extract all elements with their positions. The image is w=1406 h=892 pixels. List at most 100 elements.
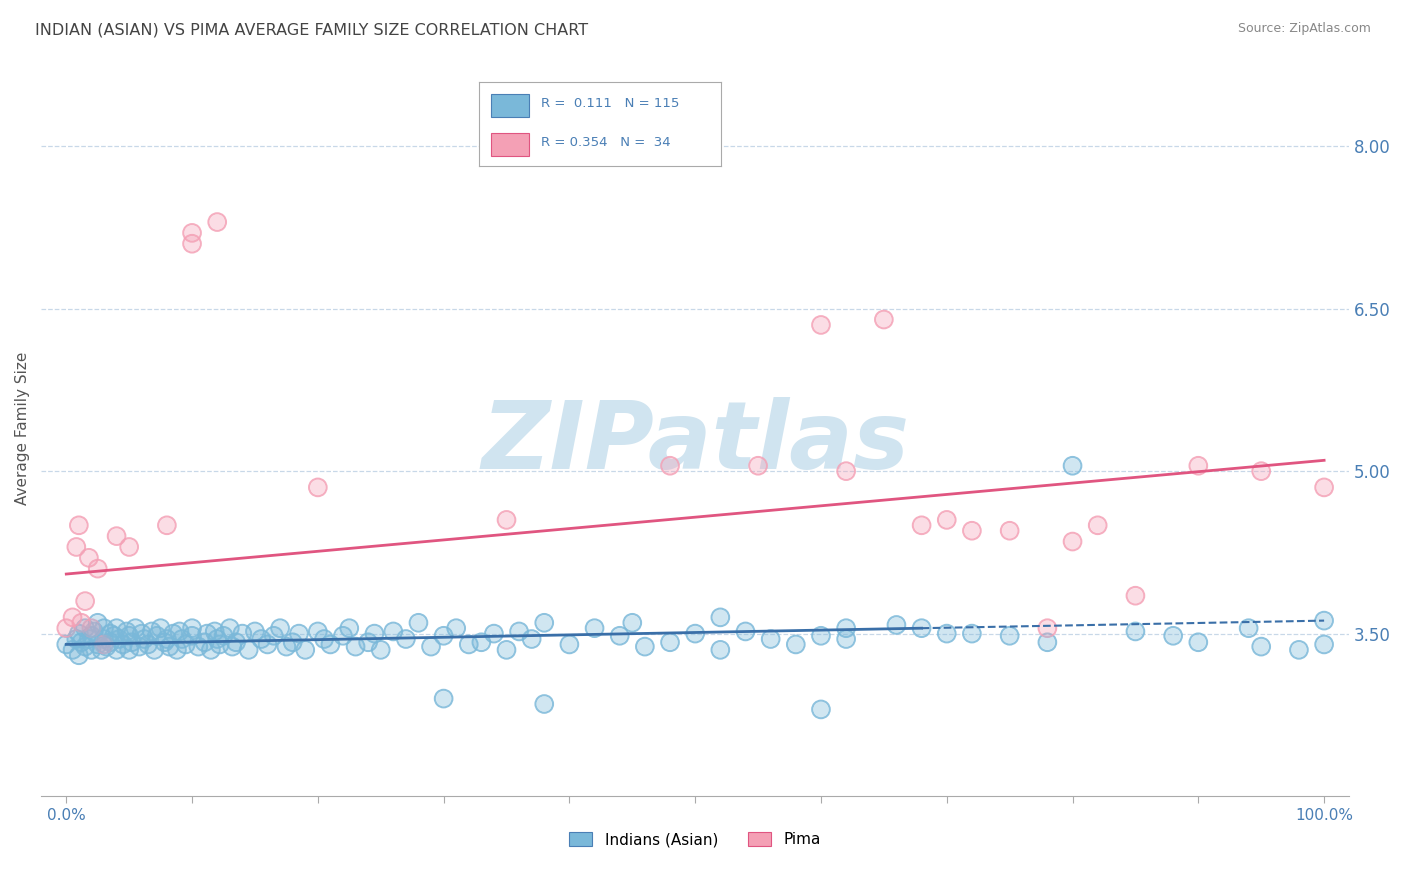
Point	[77, 550, 100, 565]
Point	[998, 629, 1021, 643]
Point	[395, 632, 418, 646]
Point	[1187, 458, 1209, 473]
Point	[169, 624, 191, 639]
Point	[1062, 458, 1084, 473]
Point	[170, 632, 193, 646]
Point	[93, 637, 115, 651]
Point	[520, 632, 543, 646]
Point	[67, 626, 90, 640]
Point	[243, 624, 266, 639]
Point	[1313, 637, 1336, 651]
Point	[810, 629, 832, 643]
Point	[256, 637, 278, 651]
Point	[181, 621, 204, 635]
Point	[195, 626, 218, 640]
Point	[75, 594, 97, 608]
Point	[709, 610, 731, 624]
Point	[105, 643, 128, 657]
Point	[83, 624, 105, 639]
Point	[495, 513, 517, 527]
Point	[83, 624, 105, 639]
Point	[344, 640, 367, 654]
Point	[1036, 635, 1059, 649]
Point	[212, 629, 235, 643]
Point	[709, 643, 731, 657]
Point	[785, 637, 807, 651]
Point	[1036, 621, 1059, 635]
Point	[108, 632, 131, 646]
Point	[86, 615, 108, 630]
Point	[218, 621, 240, 635]
Point	[873, 312, 896, 326]
Point	[86, 637, 108, 651]
Point	[181, 629, 204, 643]
Point	[134, 632, 156, 646]
Point	[288, 626, 311, 640]
Point	[747, 458, 769, 473]
Point	[307, 480, 329, 494]
Point	[118, 629, 141, 643]
Point	[886, 618, 908, 632]
Point	[93, 632, 115, 646]
Point	[174, 637, 197, 651]
Point	[156, 518, 179, 533]
Point	[115, 624, 138, 639]
Point	[910, 518, 932, 533]
Point	[1250, 464, 1272, 478]
Point	[960, 524, 983, 538]
Point	[835, 632, 858, 646]
Point	[105, 643, 128, 657]
Point	[118, 643, 141, 657]
Point	[136, 637, 159, 651]
Point	[470, 635, 492, 649]
Point	[910, 518, 932, 533]
Point	[314, 632, 336, 646]
Point	[157, 640, 180, 654]
Point	[131, 626, 153, 640]
Point	[785, 637, 807, 651]
Point	[70, 635, 93, 649]
Point	[218, 621, 240, 635]
Point	[759, 632, 782, 646]
Point	[194, 635, 217, 649]
Point	[181, 621, 204, 635]
Point	[269, 621, 291, 635]
Point	[208, 637, 231, 651]
Point	[55, 621, 77, 635]
Point	[70, 615, 93, 630]
Point	[212, 629, 235, 643]
Point	[457, 637, 479, 651]
Point	[747, 458, 769, 473]
Point	[181, 629, 204, 643]
Point	[659, 635, 682, 649]
Point	[105, 529, 128, 543]
Point	[67, 518, 90, 533]
Point	[960, 524, 983, 538]
Point	[146, 629, 169, 643]
Point	[77, 550, 100, 565]
Point	[181, 236, 204, 251]
Point	[205, 632, 228, 646]
Point	[408, 615, 430, 630]
Point	[344, 640, 367, 654]
Point	[382, 624, 405, 639]
Point	[433, 629, 456, 643]
Point	[420, 640, 443, 654]
Point	[634, 640, 657, 654]
Point	[1313, 480, 1336, 494]
Point	[231, 626, 253, 640]
Point	[1313, 614, 1336, 628]
Point	[444, 621, 467, 635]
Point	[835, 632, 858, 646]
Point	[156, 518, 179, 533]
Point	[558, 637, 581, 651]
Point	[457, 637, 479, 651]
Point	[141, 624, 163, 639]
Point	[103, 629, 125, 643]
Point	[1062, 534, 1084, 549]
Point	[146, 629, 169, 643]
Point	[1187, 458, 1209, 473]
Point	[1125, 589, 1147, 603]
Point	[307, 624, 329, 639]
Point	[70, 615, 93, 630]
